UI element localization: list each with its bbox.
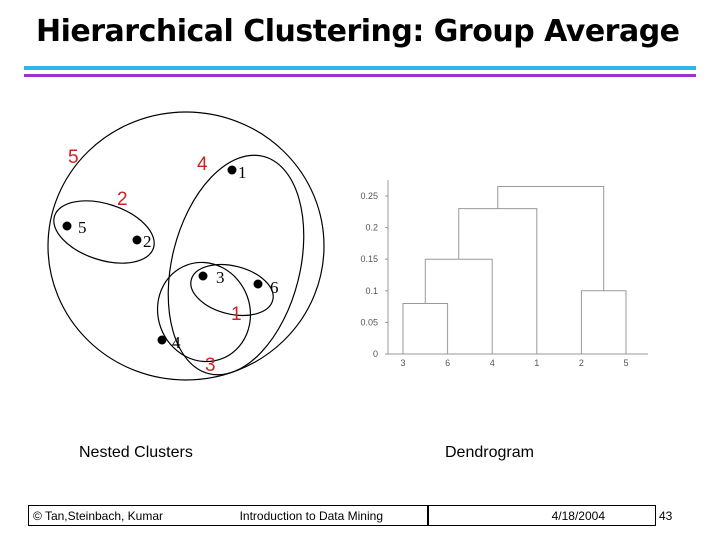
point-6 — [253, 279, 263, 289]
point-1 — [227, 165, 237, 175]
slide-title: Hierarchical Clustering: Group Average — [36, 14, 680, 49]
leaf-label: 3 — [400, 358, 405, 368]
ytick-label: 0.25 — [360, 191, 378, 201]
nested-clusters — [47, 111, 325, 381]
cluster-ellipse-1 — [190, 263, 274, 317]
footer-date-box: 4/18/2004 — [428, 505, 656, 526]
dendrogram-link — [402, 302, 449, 354]
leaf-label: 2 — [579, 358, 584, 368]
points — [62, 165, 263, 345]
point-labels: 1 2 3 4 5 6 — [78, 163, 279, 352]
dendrogram: 0.25 0.2 0.15 0.1 0.05 0 3 6 4 1 2 5 — [360, 180, 648, 368]
leaf-label: 4 — [490, 358, 495, 368]
point-label-3: 3 — [216, 268, 225, 287]
cluster-labels: 5 4 2 1 3 — [68, 147, 242, 376]
cluster-label-3: 3 — [205, 355, 216, 376]
dendrogram-link — [497, 186, 605, 291]
dendrogram-link — [424, 258, 493, 354]
ytick-label: 0.2 — [365, 223, 378, 233]
cluster-ellipse-5 — [47, 111, 325, 381]
point-label-1: 1 — [238, 163, 247, 182]
dendrogram-link — [580, 290, 627, 354]
ytick-label: 0.15 — [360, 254, 378, 264]
point-3 — [198, 271, 208, 281]
point-label-5: 5 — [78, 218, 87, 237]
cluster-ellipse-3 — [156, 261, 252, 363]
cluster-label-1: 1 — [231, 304, 242, 325]
caption-dendrogram: Dendrogram — [445, 444, 534, 461]
cluster-label-5: 5 — [68, 147, 79, 168]
point-label-4: 4 — [172, 333, 181, 352]
leaf-label: 1 — [534, 358, 539, 368]
title-rule-top — [24, 66, 696, 70]
footer-date: 4/18/2004 — [551, 508, 605, 523]
dendrogram-link — [458, 208, 538, 354]
leaf-label: 5 — [623, 358, 628, 368]
leaf-label: 6 — [445, 358, 450, 368]
point-2 — [132, 235, 142, 245]
caption-nested-clusters: Nested Clusters — [79, 444, 193, 461]
cluster-ellipse-4 — [167, 154, 305, 376]
footer-bar: © Tan,Steinbach, Kumar Introduction to D… — [28, 505, 428, 526]
point-4 — [157, 335, 167, 345]
footer-author: © Tan,Steinbach, Kumar — [33, 508, 164, 523]
cluster-label-2: 2 — [117, 189, 128, 210]
footer-page-number: 43 — [659, 509, 673, 523]
title-rule-bottom — [24, 74, 696, 77]
ytick-label: 0 — [373, 349, 378, 359]
ytick-label: 0.05 — [360, 317, 378, 327]
point-5 — [62, 221, 72, 231]
cluster-label-4: 4 — [197, 154, 208, 175]
footer-course: Introduction to Data Mining — [239, 508, 383, 523]
ytick-label: 0.1 — [365, 286, 378, 296]
point-label-6: 6 — [270, 278, 279, 297]
point-label-2: 2 — [143, 232, 152, 251]
cluster-ellipse-2 — [53, 200, 155, 264]
